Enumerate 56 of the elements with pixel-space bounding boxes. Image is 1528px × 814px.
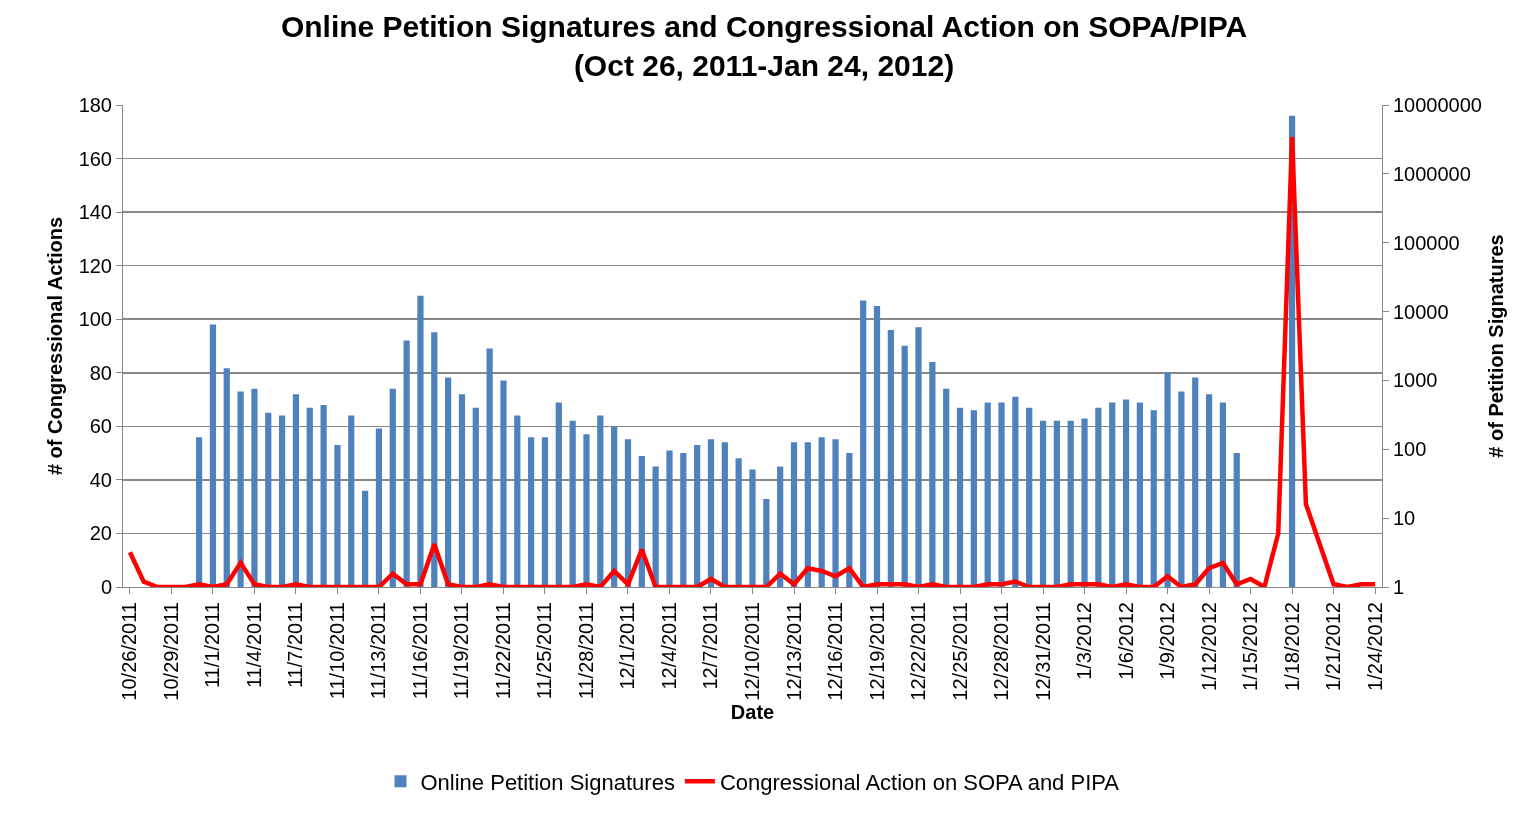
x-tick-label: 11/19/2011 <box>450 602 473 700</box>
x-tick-label: 11/16/2011 <box>408 602 431 700</box>
line-series <box>127 134 1378 587</box>
x-tick-label: 11/13/2011 <box>367 602 390 700</box>
y2-axis-title: # of Petition Signatures <box>1485 234 1508 458</box>
x-tick-label: 12/16/2011 <box>824 602 847 701</box>
y2-tick-label: 100 <box>1393 438 1427 461</box>
y-tick-label: 140 <box>78 201 112 224</box>
x-tick-label: 11/10/2011 <box>325 602 348 700</box>
x-tick-label: 11/22/2011 <box>491 602 514 700</box>
x-tick-label: 11/7/2011 <box>284 602 307 689</box>
y2-tick-label: 1 <box>1393 576 1405 598</box>
x-tick-label: 1/15/2012 <box>1239 602 1262 691</box>
x-tick-label: 1/18/2012 <box>1280 602 1303 691</box>
x-tick-label: 1/24/2012 <box>1363 602 1386 691</box>
y-tick-label: 80 <box>89 361 112 384</box>
x-tick-label: 1/3/2012 <box>1073 602 1096 680</box>
y-tick-label: 40 <box>89 468 112 491</box>
y-tick-label: 160 <box>78 147 112 170</box>
y-tick-label: 180 <box>78 94 112 116</box>
x-tick-label: 1/6/2012 <box>1114 602 1137 680</box>
x-tick-label: 11/28/2011 <box>574 602 597 700</box>
y-axis-title: # of Congressional Actions <box>44 216 67 476</box>
x-tick-label: 12/22/2011 <box>907 602 930 701</box>
y-tick-label: 120 <box>78 254 112 277</box>
x-tick-label: 12/31/2011 <box>1031 602 1054 701</box>
y2-tick-label: 1000000 <box>1393 162 1471 185</box>
x-tick-label: 1/9/2012 <box>1156 602 1179 680</box>
x-tick-label: 12/1/2011 <box>616 602 639 690</box>
x-tick-label: 11/1/2011 <box>201 602 224 689</box>
x-tick-label: 11/4/2011 <box>242 602 265 689</box>
y2-tick-label: 1000 <box>1393 369 1438 392</box>
x-tick-label: 12/28/2011 <box>990 602 1013 701</box>
y2-tick-label: 10000 <box>1393 300 1449 323</box>
y-tick-label: 100 <box>78 308 112 331</box>
y-tick-label: 0 <box>100 576 112 598</box>
y-tick-label: 20 <box>89 522 112 545</box>
x-tick-label: 12/13/2011 <box>782 602 805 701</box>
x-tick-label: 12/19/2011 <box>865 602 888 701</box>
y-tick-label: 60 <box>89 415 112 438</box>
x-tick-label: 12/25/2011 <box>948 602 971 701</box>
x-tick-label: 1/12/2012 <box>1197 602 1220 691</box>
legend-label: Online Petition Signatures <box>420 769 675 795</box>
x-tick-label: 10/29/2011 <box>159 602 182 701</box>
y2-tick-label: 10000000 <box>1393 94 1482 116</box>
x-tick-label: 12/4/2011 <box>657 602 680 690</box>
legend-label: Congressional Action on SOPA and PIPA <box>719 769 1120 795</box>
x-tick-label: 12/10/2011 <box>741 602 763 701</box>
y2-tick-label: 100000 <box>1393 231 1460 254</box>
y2-tick-label: 10 <box>1393 507 1416 530</box>
x-tick-label: 10/26/2011 <box>118 602 141 701</box>
x-tick-label: 12/7/2011 <box>699 602 722 690</box>
x-tick-label: 11/25/2011 <box>533 602 556 700</box>
x-axis-title: Date <box>730 700 775 723</box>
chart-title: Online Petition Signatures and Congressional Action on SOPA/PIPA (Oct 26, 2011-Jan 24, 2012) <box>280 9 1248 82</box>
x-tick-label: 1/21/2012 <box>1322 602 1345 691</box>
